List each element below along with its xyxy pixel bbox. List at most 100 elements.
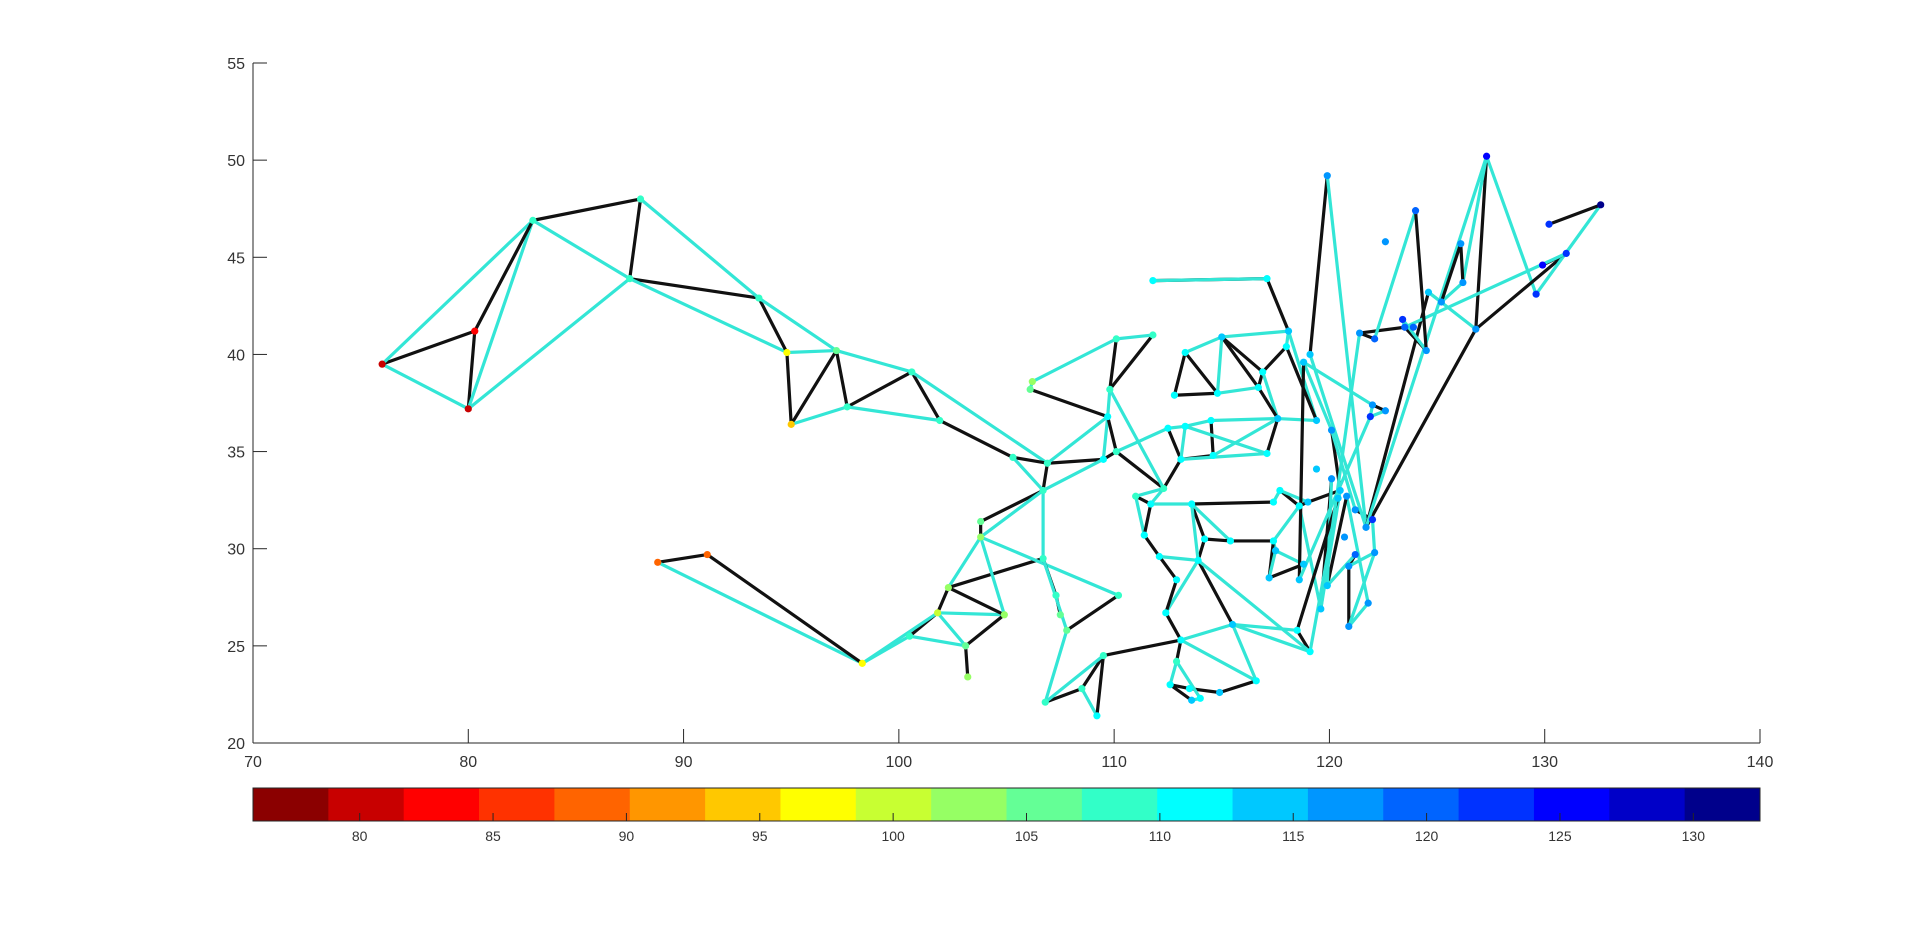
node-point [1457,240,1465,248]
cyan-edge [1230,622,1299,632]
black-edge [628,277,761,300]
cyan-edge [757,296,839,353]
black-edge [1095,653,1105,718]
node-point [908,368,916,376]
black-edge [979,488,1045,524]
node-point [1368,515,1377,524]
cyan-edge [1043,628,1069,704]
node-point [1263,449,1271,458]
node-point [1039,486,1047,495]
node-point [1472,325,1480,333]
node-point [1228,620,1237,629]
node-point [1545,220,1553,228]
black-edge [1364,290,1431,529]
node-point [1306,648,1314,656]
black-edge [1157,554,1179,582]
black-edge [1108,337,1118,391]
node-point [1366,413,1374,421]
black-edge [1218,679,1258,695]
cyan-edge [1308,352,1368,529]
node-point [1345,622,1353,631]
cyan-edge [1114,426,1170,454]
cyan-edge [1325,174,1368,529]
node-point [1196,694,1204,702]
x-tick-label: 100 [886,754,913,771]
cyan-edge [1267,549,1278,580]
black-edge [1209,418,1215,458]
cyan-edge [1215,335,1224,395]
cyan-edge [1196,558,1312,654]
cyan-edge [1301,360,1334,432]
node-point [1000,611,1008,619]
cyan-edge [1164,558,1200,615]
node-point [1140,531,1148,539]
node-point [1424,288,1433,296]
black-edge [1261,345,1288,374]
cyan-edge [1439,280,1465,304]
node-point [1099,651,1107,660]
node-point [1160,484,1168,493]
black-edge [531,197,643,222]
black-edge [1164,611,1183,642]
cyan-edge [1134,486,1166,498]
node-point [1351,550,1359,559]
colorbar-segment [629,788,706,821]
black-edge [466,329,477,411]
colorbar-segment [1458,788,1535,821]
cyan-edge [946,535,983,590]
node-point [1028,378,1036,386]
colorbar-tick-label: 90 [619,828,635,844]
axes: 70 80 90 100 110 120 130 140 20 25 30 35 40 45 50 55 [227,56,1773,771]
cyan-edge [1370,517,1377,555]
node-point [1041,698,1049,706]
node-point [1218,333,1226,341]
node-point [1112,335,1120,343]
cyan-edge [1179,638,1258,683]
black-edge [1439,242,1463,304]
cyan-edge [936,611,968,648]
y-tick-label: 50 [227,153,245,170]
cyan-edge [466,218,535,411]
black-edge [946,585,1006,617]
cyan-edge [1151,277,1269,283]
node-point [843,403,851,411]
cyan-edge [1345,494,1370,605]
cyan-edge [1211,416,1280,458]
node-point [471,327,479,335]
cyan-edge [789,405,849,426]
cyan-edge [1278,488,1310,504]
cyan-edge [531,218,632,281]
black-edge [1474,154,1489,331]
node-point [1252,677,1260,685]
node-point [1299,358,1308,366]
black-edge [757,296,789,355]
y-tick-label: 55 [227,56,245,73]
black-edge [1459,242,1465,285]
node-point [1209,451,1217,460]
node-point [1164,424,1172,432]
black-edge [1162,457,1183,491]
node-point [1355,329,1364,337]
colorbar-segment [705,788,781,821]
node-point [1112,447,1120,456]
nodes-layer [378,152,1605,720]
black-edge [656,552,709,564]
node-point [787,420,795,428]
black-edge [1172,391,1220,397]
node-point [1177,636,1185,644]
node-point [1254,383,1262,392]
node-point [1078,685,1086,693]
node-point [1295,502,1303,510]
cyan-edge [1011,455,1045,493]
node-point [1562,249,1570,257]
node-point [1409,323,1417,331]
node-point [1093,712,1101,720]
black-edge [1045,457,1105,465]
node-point [529,216,537,224]
black-edge [1267,562,1306,580]
cyan-edge [1230,622,1258,683]
cyan-edge [1276,416,1319,423]
cyan-edge [1347,550,1377,629]
black-edge [1172,350,1187,397]
black-edge [1474,251,1568,331]
